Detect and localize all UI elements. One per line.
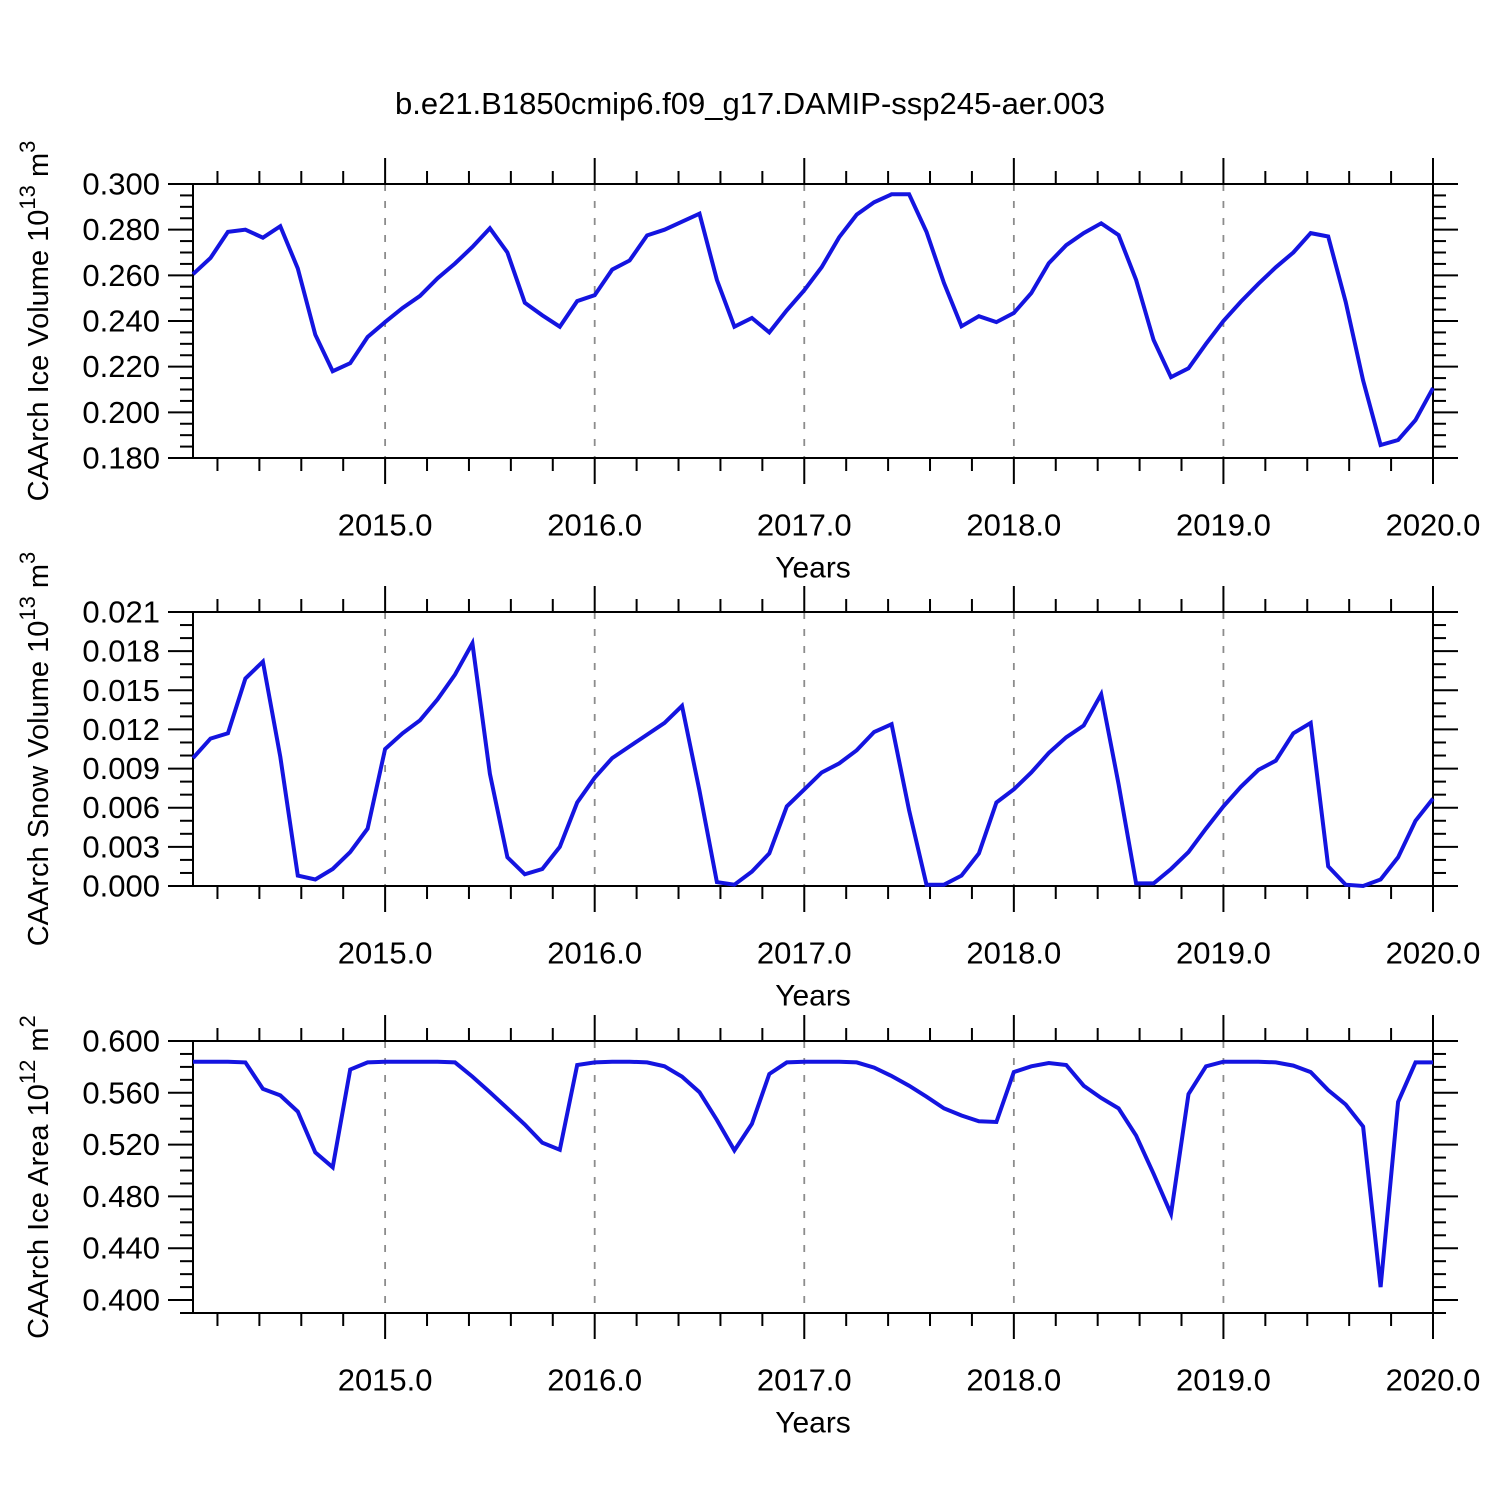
y-tick-label: 0.240: [82, 304, 160, 339]
y-tick-label: 0.006: [82, 790, 160, 825]
y-tick-label: 0.600: [82, 1024, 160, 1059]
y-tick-label: 0.440: [82, 1231, 160, 1266]
x-tick-label: 2019.0: [1176, 508, 1271, 543]
y-tick-label: 0.560: [82, 1075, 160, 1110]
x-tick-label: 2019.0: [1176, 936, 1271, 971]
y-tick-label: 0.018: [82, 634, 160, 669]
y-tick-label: 0.480: [82, 1179, 160, 1214]
x-axis-title: Years: [775, 1407, 851, 1440]
x-tick-label: 2016.0: [547, 936, 642, 971]
plot-frame: [192, 183, 1434, 459]
panel-ice-volume: 0.180 0.200 0.220 0.240 0.260 0.280 0.300 2015.…: [15, 141, 1480, 585]
x-tick-label: 2015.0: [338, 1363, 433, 1398]
x-tick-label: 2018.0: [966, 1363, 1061, 1398]
x-tick-label: 2015.0: [338, 936, 433, 971]
x-tick-label: 2017.0: [757, 508, 852, 543]
x-tick-label: 2016.0: [547, 508, 642, 543]
plot-frame: [192, 611, 1434, 887]
ticks: [168, 586, 1458, 912]
y-tick-label: 0.000: [82, 869, 160, 904]
snow-volume-line: [191, 637, 1435, 889]
y-tick-label: 0.180: [82, 441, 160, 476]
panel-snow-volume: 0.000 0.003 0.006 0.009 0.012 0.015 0.018 0.021…: [15, 552, 1480, 1013]
y-tick-label: 0.280: [82, 212, 160, 247]
x-tick-label: 2019.0: [1176, 1363, 1271, 1398]
ice-area-line: [193, 1059, 1433, 1288]
y-tick-label: 0.300: [82, 167, 160, 202]
y-axis-title: CAArch Ice Volume 1013 m3: [15, 141, 55, 502]
y-axis-title: CAArch Snow Volume 1013 m3: [15, 552, 55, 947]
x-axis-title: Years: [775, 552, 851, 585]
figure-title: b.e21.B1850cmip6.f09_g17.DAMIP-ssp245-ae…: [394, 86, 1106, 121]
y-tick-label: 0.520: [82, 1127, 160, 1162]
ticks: [168, 158, 1458, 484]
y-tick-label: 0.220: [82, 349, 160, 384]
y-tick-label: 0.400: [82, 1283, 160, 1318]
x-tick-label: 2017.0: [757, 1363, 852, 1398]
x-tick-label: 2016.0: [547, 1363, 642, 1398]
y-tick-label: 0.003: [82, 829, 160, 864]
y-tick-label: 0.012: [82, 712, 160, 747]
y-axis-title: CAArch Ice Area 1012 m2: [15, 1015, 55, 1339]
ticks: [168, 1015, 1458, 1339]
x-tick-label: 2020.0: [1386, 936, 1481, 971]
plot-frame: [192, 1040, 1434, 1314]
x-tick-label: 2017.0: [757, 936, 852, 971]
panel-ice-area: 0.400 0.440 0.480 0.520 0.560 0.600 2015.0 2016…: [15, 1015, 1480, 1440]
y-tick-label: 0.200: [82, 395, 160, 430]
ice-volume-line: [191, 192, 1435, 448]
x-tick-label: 2020.0: [1386, 1363, 1481, 1398]
y-tick-label: 0.009: [82, 751, 160, 786]
x-tick-label: 2015.0: [338, 508, 433, 543]
x-tick-label: 2018.0: [966, 508, 1061, 543]
y-tick-label: 0.015: [82, 673, 160, 708]
x-tick-label: 2020.0: [1386, 508, 1481, 543]
y-tick-label: 0.260: [82, 258, 160, 293]
x-axis-title: Years: [775, 980, 851, 1013]
y-tick-label: 0.021: [82, 595, 160, 630]
x-tick-label: 2018.0: [966, 936, 1061, 971]
